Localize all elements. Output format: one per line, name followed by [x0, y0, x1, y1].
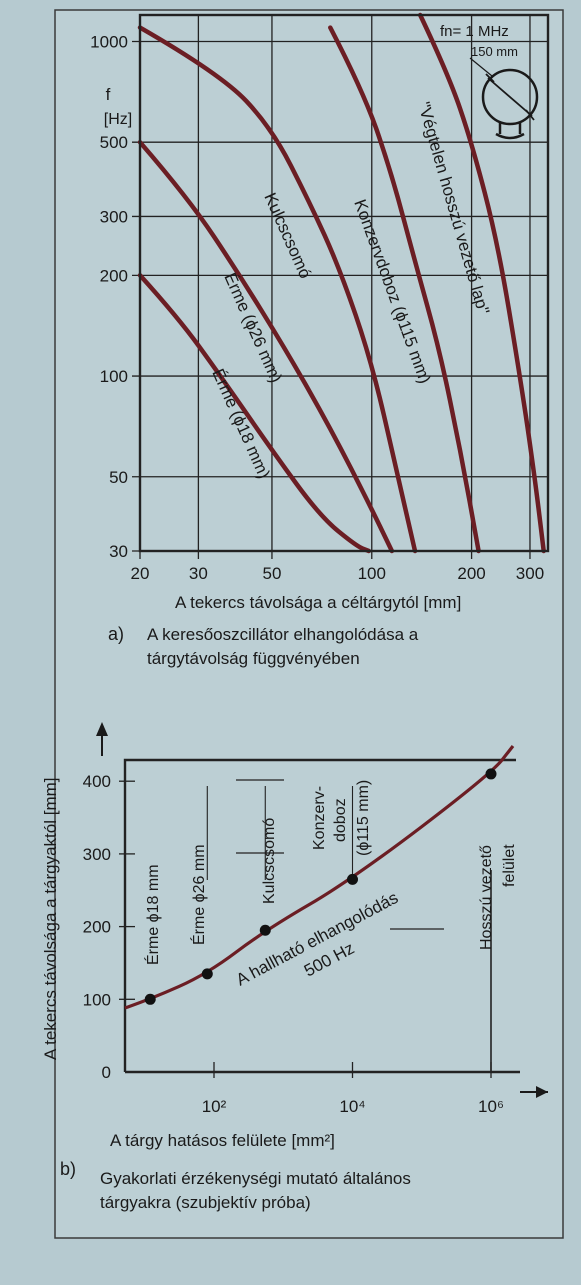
- chart-b-y-tick-label: 0: [102, 1063, 111, 1082]
- chart-b-data-point: [201, 968, 213, 980]
- chart-a-y-tick-label: 100: [100, 367, 128, 386]
- chart-a-frequency-note: fn= 1 MHz: [440, 23, 509, 40]
- chart-a-caption-letter: a): [108, 624, 124, 644]
- chart-b: 0 100 200 300 400 10² 10⁴ 10⁶ A tekercs távols…: [41, 722, 548, 1212]
- chart-a-series-erme18: [137, 273, 372, 554]
- chart-a-y-tick-label: 200: [100, 266, 128, 285]
- chart-a-ylabel-symbol: f: [106, 85, 111, 104]
- chart-a-y-tick-label: 50: [109, 468, 128, 487]
- chart-b-x-tick-label: 10⁶: [478, 1097, 504, 1116]
- chart-a-y-tick-labels: 30 50 100 200 300 500 1000: [90, 32, 128, 561]
- point-label-konzerv-line2: doboz: [332, 798, 349, 842]
- chart-b-y-tick-label: 400: [83, 772, 111, 791]
- chart-b-frame: [123, 758, 516, 1072]
- chart-a-x-tick-label: 200: [457, 564, 485, 583]
- chart-a-caption-line2: tárgytávolság függvényében: [147, 649, 360, 668]
- chart-b-y-tick-label: 300: [83, 845, 111, 864]
- chart-b-data-point: [144, 993, 156, 1005]
- chart-b-grid: [119, 779, 492, 1078]
- chart-a-series-konzervdoboz: [328, 25, 481, 554]
- chart-a-y-tick-label: 300: [100, 207, 128, 226]
- chart-b-data-point: [259, 924, 271, 936]
- chart-b-caption-line2: tárgyakra (szubjektív próba): [100, 1193, 311, 1212]
- chart-b-ylabel: A tekercs távolsága a tárgyaktól [mm]: [41, 777, 60, 1060]
- chart-b-x-tick-label: 10²: [202, 1097, 227, 1116]
- chart-b-y-tick-label: 100: [83, 990, 111, 1009]
- chart-b-curve: [124, 745, 515, 1010]
- chart-b-x-tick-labels: 10² 10⁴ 10⁶: [202, 1097, 504, 1116]
- x-arrowhead-icon: [536, 1086, 548, 1098]
- point-label-konzerv-line1: Konzerv-: [311, 786, 328, 850]
- chart-a-curves: [137, 12, 546, 554]
- chart-b-caption-letter: b): [60, 1159, 76, 1179]
- chart-a-size-label: 150 mm: [471, 44, 518, 59]
- chart-a-x-tick-label: 300: [516, 564, 544, 583]
- chart-a-x-tick-label: 50: [262, 564, 281, 583]
- point-label-erme18: Érme ϕ18 mm: [143, 864, 162, 965]
- chart-a-y-tick-label: 30: [109, 542, 128, 561]
- chart-a-frame: [138, 13, 550, 553]
- chart-a-series-erme26: [137, 139, 395, 554]
- chart-a-x-tick-labels: 20 30 50 100 200 300: [131, 564, 545, 583]
- coil-icon: [469, 57, 539, 140]
- chart-b-y-tick-label: 200: [83, 918, 111, 937]
- chart-b-data-point: [485, 768, 497, 780]
- point-label-konzerv-line3: (ϕ115 mm): [355, 780, 372, 856]
- point-label-kulcscsomo: Kulcscsomó: [261, 818, 278, 904]
- point-label-hosszu-line1: Hosszú vezető: [478, 845, 495, 950]
- chart-a-y-tick-label: 1000: [90, 32, 128, 51]
- y-arrowhead-icon: [96, 722, 108, 736]
- chart-b-x-tick-label: 10⁴: [339, 1097, 365, 1116]
- chart-b-xlabel: A tárgy hatásos felülete [mm²]: [110, 1131, 335, 1150]
- chart-a-ylabel-unit: [Hz]: [104, 111, 132, 128]
- chart-a-x-tick-label: 30: [189, 564, 208, 583]
- point-label-erme26: Érme ϕ26 mm: [189, 844, 208, 945]
- chart-a-xlabel: A tekercs távolsága a céltárgytól [mm]: [175, 593, 461, 612]
- chart-a-series-vegtelen-lap: [417, 12, 546, 554]
- point-label-hosszu-line2: felület: [501, 844, 518, 887]
- chart-b-caption-line1: Gyakorlati érzékenységi mutató általános: [100, 1169, 411, 1188]
- chart-a-series-kulcscsomo: [137, 25, 418, 554]
- chart-a-x-tick-label: 100: [358, 564, 386, 583]
- chart-a-caption-line1: A keresőoszcillátor elhangolódása a: [147, 625, 419, 644]
- chart-a-y-tick-label: 500: [100, 133, 128, 152]
- chart-b-y-tick-labels: 0 100 200 300 400: [83, 772, 111, 1082]
- chart-b-series-line: [124, 745, 515, 1010]
- chart-a-x-tick-label: 20: [131, 564, 150, 583]
- chart-b-data-point: [347, 873, 358, 885]
